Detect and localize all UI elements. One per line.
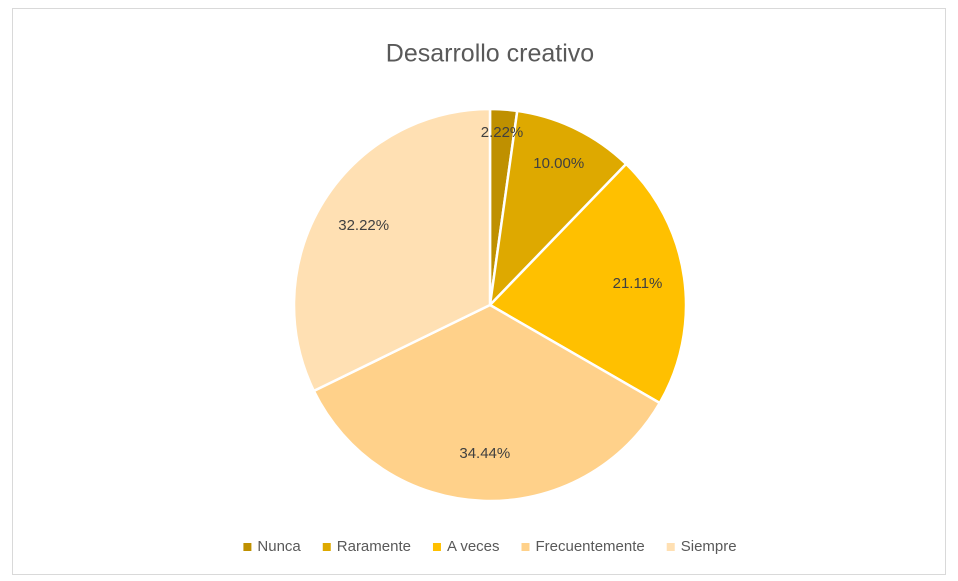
- pie-slice: [488, 109, 628, 309]
- legend-swatch: [432, 543, 441, 551]
- legend-swatch: [243, 543, 252, 551]
- data-label: 21.11%: [613, 275, 663, 292]
- data-label: 10.00%: [533, 155, 584, 172]
- legend-label: Frecuentemente: [536, 538, 645, 555]
- data-label: 32.22%: [338, 217, 389, 234]
- pie-slice: [487, 162, 688, 405]
- legend-swatch: [666, 543, 675, 551]
- data-label: 2.22%: [481, 124, 524, 141]
- pie-slice: [312, 303, 662, 503]
- chart-title: Desarrollo creativo: [386, 40, 594, 68]
- pie-slice: [292, 107, 492, 393]
- legend-swatch: [521, 543, 530, 551]
- legend-label: Siempre: [681, 538, 737, 555]
- data-label: 34.44%: [459, 445, 510, 462]
- legend-label: Raramente: [337, 538, 411, 555]
- legend-swatch: [322, 543, 331, 551]
- legend-label: Nunca: [257, 538, 301, 555]
- legend-label: A veces: [447, 538, 500, 555]
